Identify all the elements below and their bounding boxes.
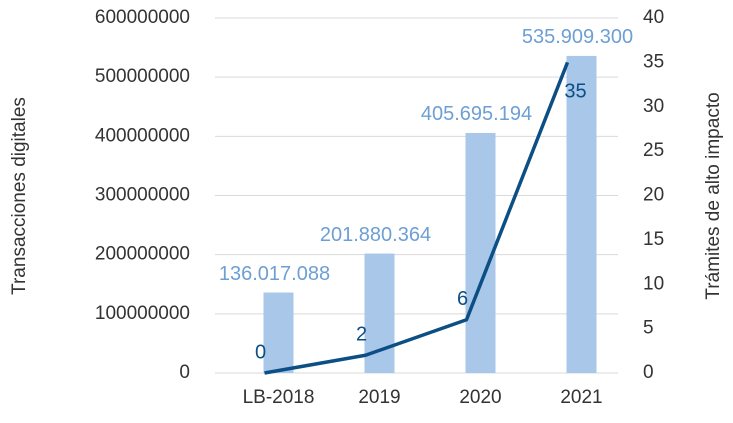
bar: [465, 132, 496, 373]
y-tick-label: 500000000: [95, 66, 190, 87]
bar: [566, 55, 597, 374]
y2-tick-label: 40: [643, 7, 664, 28]
y2-tick-label: 5: [643, 318, 654, 339]
y2-tick-label: 15: [643, 229, 664, 250]
y2-axis-title: Trámites de alto impacto: [703, 92, 724, 299]
bar-value-label: 535.909.300: [522, 26, 633, 48]
y2-tick-label: 30: [643, 96, 664, 117]
line-value-label: 6: [457, 288, 468, 310]
y2-tick-label: 25: [643, 140, 664, 161]
x-tick-label: 2019: [358, 387, 400, 408]
y-tick-label: 0: [179, 362, 190, 383]
y2-tick-label: 0: [643, 362, 654, 383]
x-tick-label: 2020: [459, 387, 501, 408]
y-tick-label: 100000000: [95, 303, 190, 324]
x-tick-label: 2021: [560, 387, 602, 408]
y-axis-title: Transacciones digitales: [9, 97, 30, 295]
line: [264, 61, 570, 375]
y2-tick-label: 10: [643, 273, 664, 294]
y2-tick-label: 35: [643, 51, 664, 72]
bar: [263, 292, 294, 373]
y-tick-label: 300000000: [95, 185, 190, 206]
y-tick-label: 200000000: [95, 244, 190, 265]
y-tick-label: 400000000: [95, 125, 190, 146]
x-tick-label: LB-2018: [243, 387, 315, 408]
y-tick-label: 600000000: [95, 7, 190, 28]
line-value-label: 35: [564, 81, 586, 103]
line-value-label: 2: [356, 324, 367, 346]
y2-tick-label: 20: [643, 185, 664, 206]
bar-value-label: 136.017.088: [219, 263, 330, 285]
line-value-label: 0: [255, 341, 266, 363]
bar-value-label: 201.880.364: [320, 224, 431, 246]
bar-value-label: 405.695.194: [421, 103, 532, 125]
